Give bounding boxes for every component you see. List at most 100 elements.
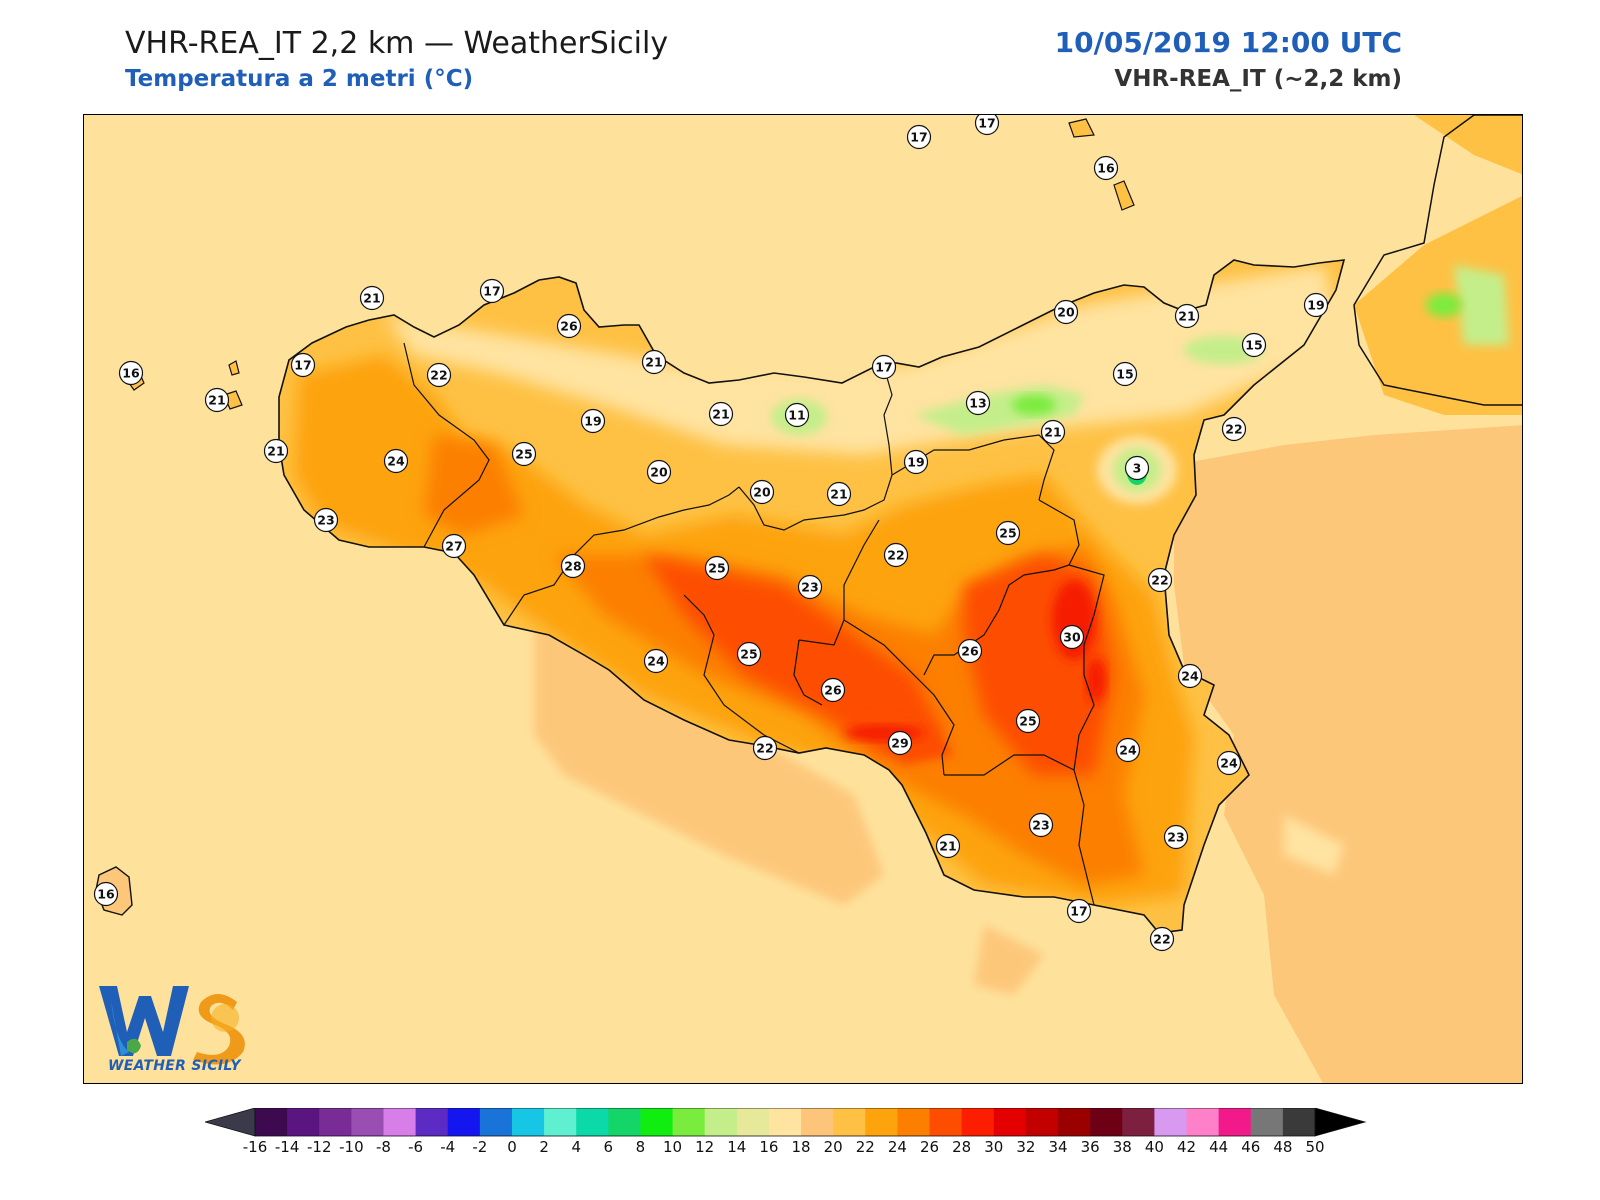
- station-value: 20: [753, 485, 771, 500]
- station-value: 21: [939, 839, 956, 854]
- colorbar-swatch: [1186, 1108, 1220, 1136]
- station-marker: 13: [965, 390, 991, 416]
- colorbar-tick-label: -10: [339, 1138, 364, 1156]
- station-marker: 11: [784, 402, 810, 428]
- colorbar-swatch: [929, 1108, 963, 1136]
- station-marker: 24: [1216, 750, 1242, 776]
- station-marker: 20: [749, 479, 775, 505]
- station-marker: 21: [935, 833, 961, 859]
- colorbar-tick-label: 38: [1113, 1138, 1132, 1156]
- colorbar-tick-label: 26: [920, 1138, 939, 1156]
- colorbar-swatch: [576, 1108, 609, 1136]
- station-value: 21: [1044, 425, 1061, 440]
- colorbar-swatch: [1154, 1108, 1188, 1136]
- colorbar-swatch: [897, 1108, 931, 1136]
- station-marker: 23: [797, 574, 823, 600]
- colorbar-tick-label: 46: [1241, 1138, 1260, 1156]
- logo-letters: WS: [177, 980, 179, 981]
- station-value: 26: [961, 644, 979, 659]
- station-value: 30: [1063, 630, 1081, 645]
- colorbar-swatch: [736, 1108, 770, 1136]
- station-value: 23: [1032, 818, 1049, 833]
- colorbar-tick-label: 40: [1145, 1138, 1164, 1156]
- station-value: 24: [647, 654, 665, 669]
- station-value: 3: [1133, 461, 1142, 476]
- colorbar-swatch: [993, 1108, 1027, 1136]
- station-value: 21: [267, 444, 284, 459]
- colorbar-tick-label: -8: [376, 1138, 391, 1156]
- station-marker: 25: [736, 641, 762, 667]
- station-marker: 25: [995, 520, 1021, 546]
- station-marker: 17: [479, 278, 505, 304]
- station-marker: 26: [556, 313, 582, 339]
- station-value: 17: [875, 360, 892, 375]
- calabria-coast: [1353, 115, 1522, 406]
- station-marker: 22: [1221, 416, 1247, 442]
- station-value: 20: [1057, 305, 1075, 320]
- station-markers: 17 17 16 21 17 26 16 17 22 21 17 20 21 19 15 15 21 19 21 11…: [93, 115, 1329, 952]
- weathersicily-logo: WS: [99, 980, 245, 1065]
- station-marker: 15: [1112, 361, 1138, 387]
- station-value: 24: [1119, 743, 1137, 758]
- station-marker: 24: [643, 648, 669, 674]
- colorbar-swatch: [447, 1108, 481, 1136]
- colorbar-tick-label: 50: [1305, 1138, 1324, 1156]
- station-value: 23: [317, 513, 334, 528]
- station-value: 21: [363, 291, 380, 306]
- station-value: 24: [387, 454, 405, 469]
- colorbar-tick-label: 32: [1016, 1138, 1035, 1156]
- station-value: 22: [1225, 422, 1242, 437]
- colorbar-tick-label: 4: [571, 1138, 581, 1156]
- warm-sea-fields: [534, 115, 1522, 1083]
- station-value: 13: [969, 396, 986, 411]
- station-value: 16: [1097, 161, 1115, 176]
- colorbar-swatch: [351, 1108, 384, 1136]
- station-value: 25: [1019, 714, 1036, 729]
- station-marker: 22: [1147, 567, 1173, 593]
- station-value: 15: [1116, 367, 1133, 382]
- station-value: 24: [1220, 756, 1238, 771]
- colorbar-labels: -16 -14 -12 -10 -8 -6 -4 -2 0 2 4 6 8 10 12 14 16 18 20 22 2…: [243, 1138, 1325, 1156]
- colorbar-tick-label: 10: [663, 1138, 682, 1156]
- colorbar-tick-label: 18: [792, 1138, 811, 1156]
- station-marker: 29: [887, 730, 913, 756]
- station-marker: 23: [313, 507, 339, 533]
- station-marker: 20: [646, 459, 672, 485]
- station-value: 16: [122, 366, 140, 381]
- colorbar-tick-label: 2: [539, 1138, 549, 1156]
- station-value: 25: [999, 526, 1016, 541]
- station-value: 16: [97, 887, 115, 902]
- station-value: 21: [712, 407, 729, 422]
- colorbar-swatch: [801, 1108, 834, 1136]
- station-marker: 28: [560, 553, 586, 579]
- station-marker: 25: [704, 555, 730, 581]
- colorbar-swatch: [511, 1108, 545, 1136]
- station-marker: 21: [641, 349, 667, 375]
- station-marker: 21: [1174, 303, 1200, 329]
- station-value: 26: [824, 683, 842, 698]
- colorbar-swatch: [479, 1108, 513, 1136]
- temperature-colorbar: -16 -14 -12 -10 -8 -6 -4 -2 0 2 4 6 8 10 12 14 16 18 20 22 2…: [205, 1108, 1367, 1156]
- station-value: 22: [430, 368, 447, 383]
- colorbar-tick-label: -4: [440, 1138, 455, 1156]
- station-value: 17: [910, 130, 927, 145]
- station-marker: 21: [204, 387, 230, 413]
- station-value: 22: [1153, 932, 1170, 947]
- colorbar-swatch: [672, 1108, 706, 1136]
- station-value: 19: [1307, 298, 1324, 313]
- station-marker: 21: [826, 481, 852, 507]
- station-marker: 26: [957, 638, 983, 664]
- colorbar-swatch: [961, 1108, 995, 1136]
- colorbar-tick-label: 36: [1081, 1138, 1100, 1156]
- station-marker: 27: [441, 533, 467, 559]
- station-value: 28: [564, 559, 581, 574]
- colorbar-tick-label: 48: [1273, 1138, 1292, 1156]
- station-marker: 21: [359, 285, 385, 311]
- colorbar-swatch: [608, 1108, 641, 1136]
- colorbar-swatch: [1282, 1108, 1316, 1136]
- colorbar-tick-label: 22: [856, 1138, 875, 1156]
- colorbar-swatch: [383, 1108, 417, 1136]
- colorbar-tick-label: 12: [695, 1138, 714, 1156]
- colorbar-swatch: [544, 1108, 577, 1136]
- station-marker: 19: [903, 449, 929, 475]
